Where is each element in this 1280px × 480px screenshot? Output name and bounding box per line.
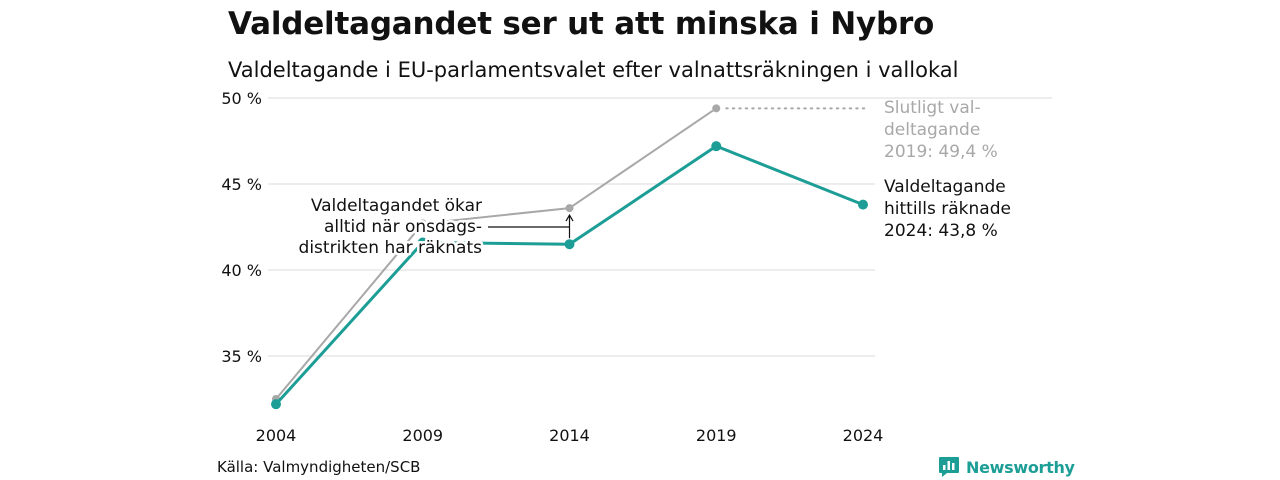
y-tick-label: 50 % — [221, 89, 262, 108]
x-tick-label: 2009 — [402, 426, 443, 445]
preliminary-series-line — [274, 144, 865, 406]
x-tick-label: 2024 — [843, 426, 884, 445]
preliminary-data-point — [858, 199, 868, 210]
y-axis-ticks: 35 % 40 % 45 % 50 % — [221, 89, 262, 366]
series-layer — [271, 104, 868, 410]
chart-subtitle: Valdeltagande i EU-parlamentsvalet efter… — [228, 58, 959, 82]
brand-name: Newsworthy — [966, 457, 1075, 477]
annotation-line: distrikten har räknats — [299, 238, 483, 258]
x-axis-ticks: 2004 2009 2014 2019 2024 — [256, 426, 884, 445]
brand-logo: Newsworthy — [938, 456, 1075, 478]
annotation-line: Valdeltagande — [884, 177, 1006, 197]
x-tick-label: 2014 — [549, 426, 590, 445]
final-data-point — [418, 219, 427, 228]
annotation-line: hittills räknade — [884, 199, 1011, 219]
preliminary-data-point — [564, 239, 575, 250]
annotation-line: 2019: 49,4 % — [884, 142, 998, 162]
source-note: Källa: Valmyndigheten/SCB — [217, 458, 421, 476]
annotation-line: Slutligt val- — [884, 98, 981, 118]
y-tick-label: 40 % — [221, 261, 262, 280]
annotation-line: deltagande — [884, 120, 980, 140]
chart-title: Valdeltagandet ser ut att minska i Nybro — [228, 6, 935, 42]
onsdag-arrow-head — [565, 213, 574, 222]
final-data-point — [712, 104, 721, 113]
annotations: Slutligt val-deltagande 2019: 49,4 % Valde… — [296, 98, 1011, 261]
annotation-line: Valdeltagandet ökar — [311, 196, 482, 216]
final-data-point — [565, 204, 574, 213]
x-tick-label: 2019 — [696, 426, 737, 445]
preliminary-data-point — [271, 399, 281, 410]
preliminary-data-point — [417, 237, 428, 248]
annotation-line: alltid när onsdags- — [324, 217, 482, 237]
y-tick-label: 45 % — [221, 175, 262, 194]
onsdag-annotation: Valdeltagandet ökar alltid när onsdags-di… — [299, 196, 483, 258]
x-tick-label: 2004 — [256, 426, 297, 445]
final-series-line — [275, 107, 718, 400]
annotation-line: 2024: 43,8 % — [884, 221, 998, 241]
y-tick-label: 35 % — [221, 347, 262, 366]
grid-lines — [268, 97, 1052, 357]
newsworthy-logo-icon — [939, 457, 959, 477]
preliminary-2024-annotation: Valdeltagande hittills räknade 2024: 43,8 … — [884, 177, 1011, 241]
preliminary-data-point — [711, 141, 722, 152]
final-2019-annotation: Slutligt val-deltagande 2019: 49,4 % — [884, 98, 998, 162]
